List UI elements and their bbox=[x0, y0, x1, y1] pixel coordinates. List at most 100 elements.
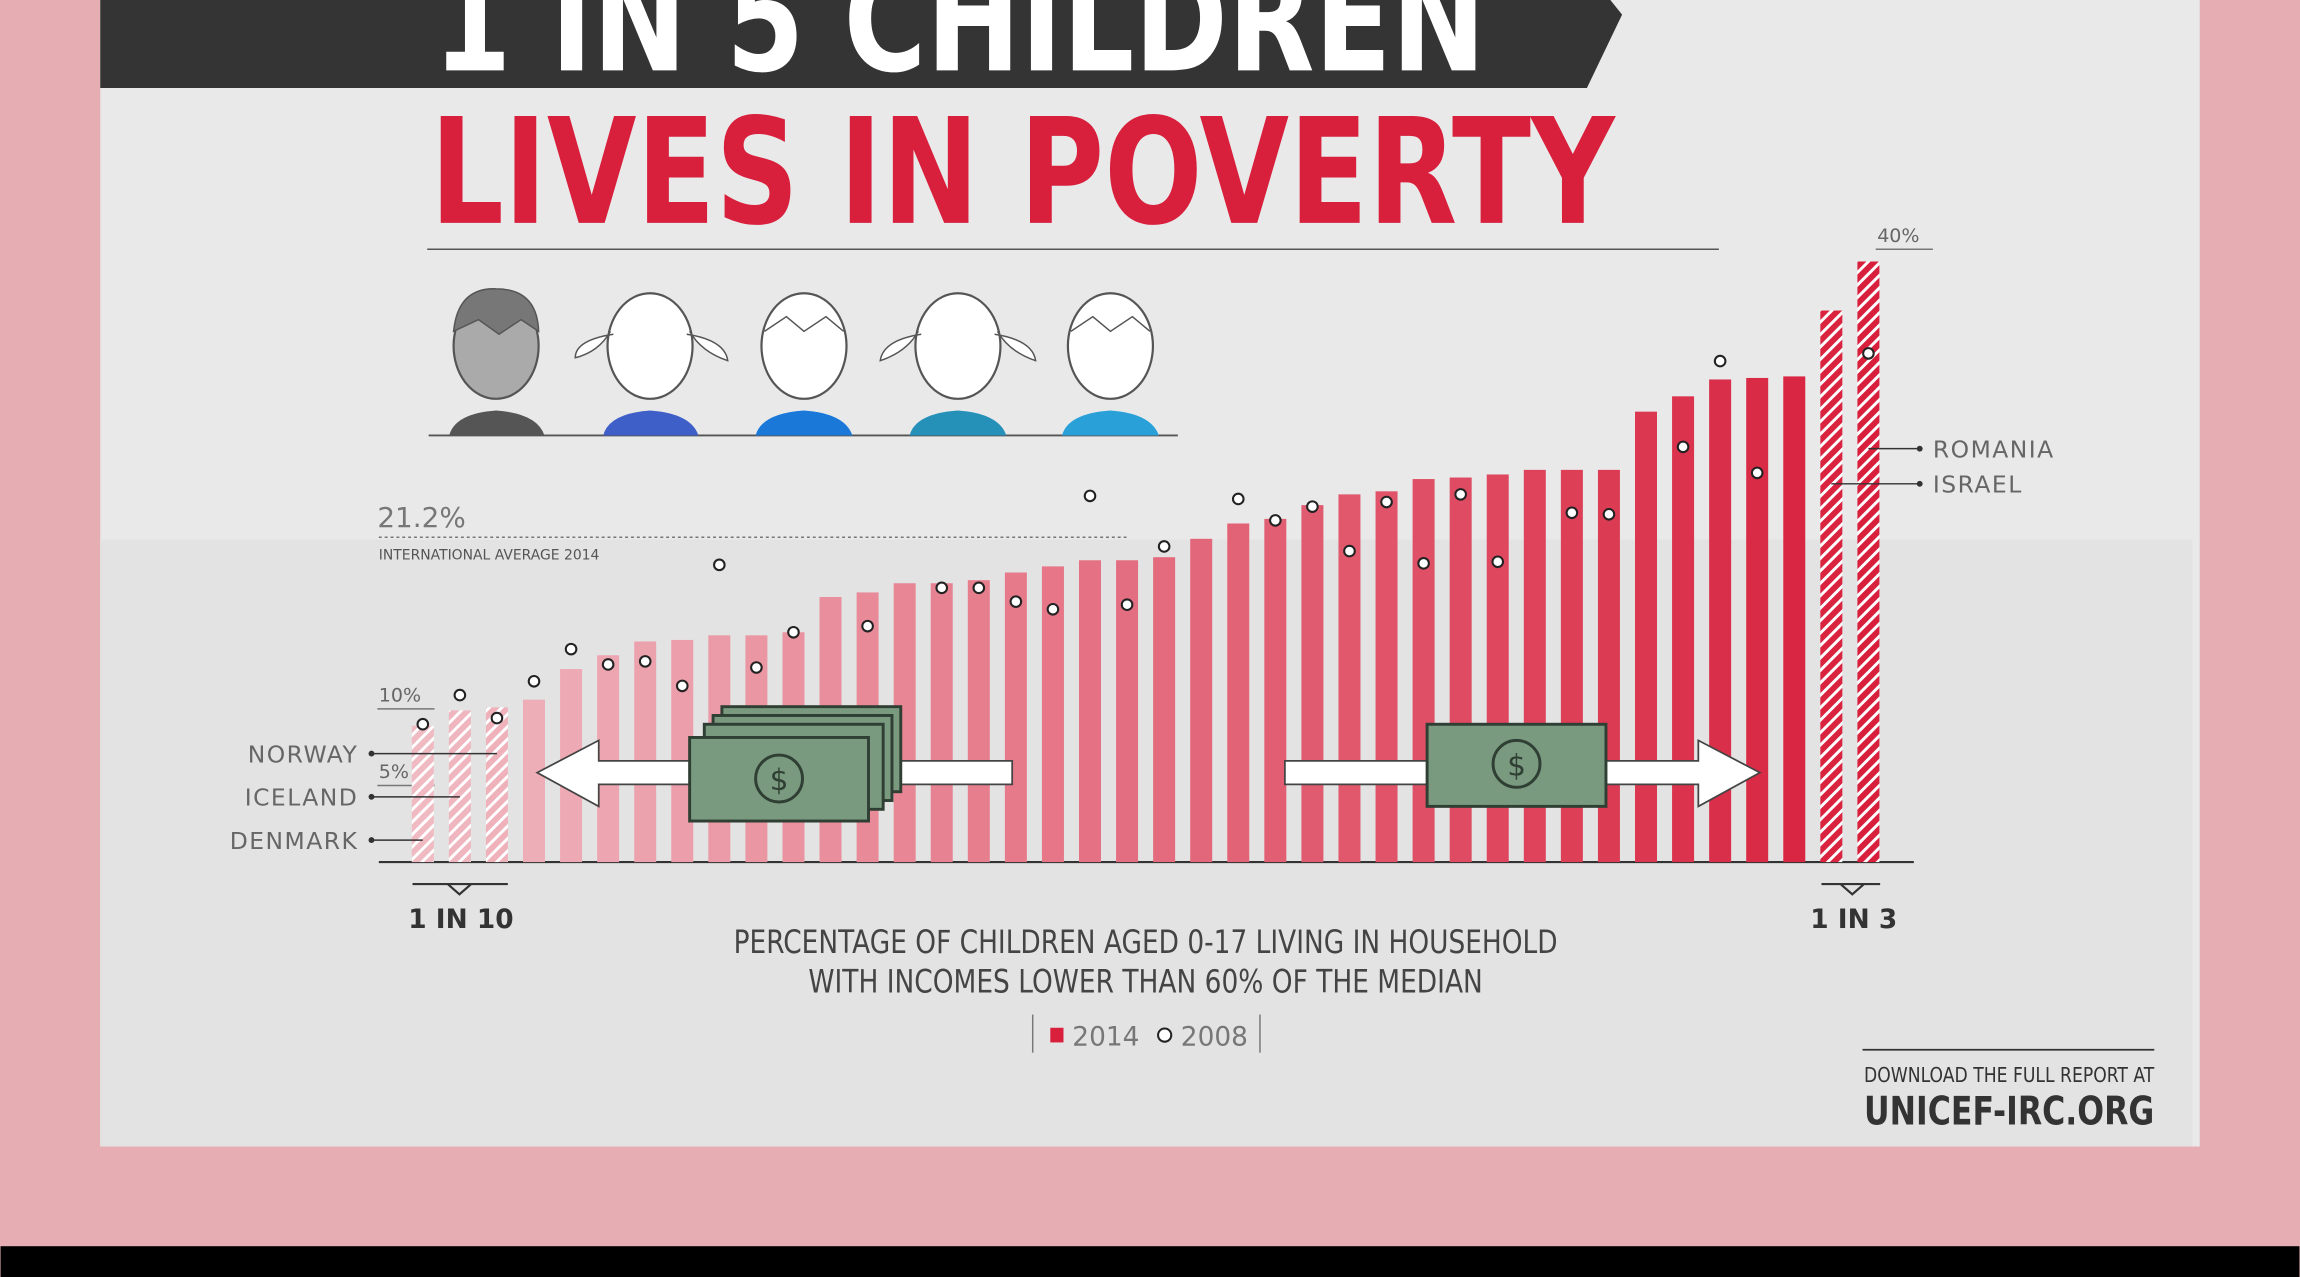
bar bbox=[671, 639, 694, 863]
bar bbox=[1190, 538, 1213, 863]
dot-2008 bbox=[1343, 544, 1356, 558]
bar bbox=[1264, 518, 1287, 863]
legend: 2014 2008 bbox=[1031, 1014, 1261, 1053]
child-icon bbox=[755, 292, 853, 436]
y-tick-label: 5% bbox=[379, 761, 409, 783]
bar bbox=[1116, 560, 1139, 863]
bar bbox=[1153, 557, 1176, 863]
bar bbox=[1375, 491, 1398, 863]
y-tick-label: 40% bbox=[1877, 225, 1919, 247]
dot-2008 bbox=[787, 625, 800, 639]
dot-2008 bbox=[638, 655, 652, 668]
leader-dot bbox=[368, 750, 375, 757]
bar bbox=[1820, 310, 1843, 863]
dot-2008 bbox=[1231, 492, 1245, 506]
footer-note: DOWNLOAD THE FULL REPORT AT bbox=[1864, 1063, 2155, 1087]
dot-2008 bbox=[935, 581, 949, 595]
bar bbox=[1783, 376, 1806, 863]
category-label: NORWAY bbox=[248, 740, 359, 768]
dot-2008 bbox=[1380, 495, 1393, 509]
banknote bbox=[1425, 722, 1608, 808]
dot-2008 bbox=[1306, 500, 1319, 513]
leader-dot bbox=[368, 837, 375, 844]
bracket-low bbox=[412, 882, 508, 896]
dot-2008 bbox=[675, 679, 689, 693]
dot-2008 bbox=[1046, 602, 1060, 616]
title-banner bbox=[100, 0, 1623, 88]
bar bbox=[1301, 505, 1324, 863]
bracket-high bbox=[1821, 882, 1881, 896]
plot: 5% 10% 40% 21.2% INTERNATIONAL AVERAGE 2014 D… bbox=[230, 225, 2055, 864]
bar bbox=[930, 583, 953, 863]
annotation-low: 1 IN 10 bbox=[408, 905, 513, 935]
bar bbox=[597, 655, 620, 863]
bar bbox=[1635, 411, 1657, 863]
average-caption: INTERNATIONAL AVERAGE 2014 bbox=[379, 547, 600, 563]
dot-2008 bbox=[1269, 514, 1282, 527]
legend-swatch bbox=[1050, 1027, 1064, 1043]
annotation-high: 1 IN 3 bbox=[1810, 905, 1897, 935]
dot-2008 bbox=[972, 581, 986, 595]
category-label: ROMANIA bbox=[1933, 435, 2055, 463]
bar bbox=[634, 641, 657, 863]
bottom-bar bbox=[0, 1246, 2300, 1277]
dot-2008 bbox=[564, 642, 578, 656]
dot-2008 bbox=[1083, 489, 1097, 503]
dot-2008 bbox=[601, 658, 615, 671]
dot-2008 bbox=[1009, 595, 1023, 608]
bar bbox=[967, 580, 990, 863]
dot-2008 bbox=[490, 711, 504, 725]
bar bbox=[1004, 572, 1027, 863]
bar bbox=[1227, 523, 1250, 863]
chart-title: 1 IN 5 CHILDREN bbox=[433, 0, 1486, 104]
legend-swatch bbox=[1157, 1027, 1173, 1043]
dot-2008 bbox=[1120, 598, 1134, 611]
leader-dot bbox=[368, 793, 375, 800]
dot-2008 bbox=[416, 717, 430, 731]
currency-symbol: $ bbox=[770, 763, 789, 797]
dot-2008 bbox=[1565, 506, 1579, 520]
category-label: ICELAND bbox=[245, 784, 359, 812]
bar bbox=[523, 699, 545, 863]
legend-label: 2014 bbox=[1072, 1022, 1139, 1052]
dot-2008 bbox=[453, 688, 467, 702]
bar bbox=[1672, 396, 1695, 863]
legend-label: 2008 bbox=[1181, 1022, 1248, 1052]
money-right: $ bbox=[1284, 722, 1762, 808]
dot-2008 bbox=[861, 619, 874, 633]
dot-2008 bbox=[750, 661, 763, 674]
currency-symbol: $ bbox=[1507, 749, 1526, 783]
money-left: $ bbox=[535, 705, 1014, 823]
dot-2008 bbox=[1750, 466, 1764, 480]
y-tick-label: 10% bbox=[379, 685, 421, 707]
leader-dot bbox=[1916, 445, 1923, 452]
banknote bbox=[688, 735, 870, 823]
dot-2008 bbox=[1862, 347, 1875, 360]
child-icon bbox=[1062, 292, 1159, 436]
children-icons bbox=[428, 288, 1178, 437]
dot-2008 bbox=[1491, 555, 1505, 569]
bar bbox=[448, 710, 471, 863]
dot-2008 bbox=[1602, 507, 1616, 521]
bar bbox=[485, 707, 508, 863]
dot-2008 bbox=[1676, 440, 1690, 454]
bar bbox=[1041, 566, 1064, 863]
bar bbox=[1079, 560, 1101, 863]
x-axis-label: PERCENTAGE OF CHILDREN AGED 0-17 LIVING … bbox=[734, 923, 1558, 961]
bar bbox=[411, 725, 434, 863]
bar bbox=[1857, 261, 1880, 863]
banknote-seal bbox=[1491, 738, 1542, 789]
dot-2008 bbox=[527, 674, 541, 688]
leader-dot bbox=[1916, 480, 1923, 487]
dot-2008 bbox=[1157, 540, 1171, 553]
bar bbox=[1709, 379, 1732, 863]
x-axis-label: WITH INCOMES LOWER THAN 60% OF THE MEDIA… bbox=[808, 963, 1482, 1001]
chart-subtitle: LIVES IN POVERTY bbox=[430, 87, 1616, 258]
footer-link[interactable]: UNICEF-IRC.ORG bbox=[1864, 1089, 2154, 1135]
bar bbox=[1746, 377, 1769, 863]
dot-2008 bbox=[1417, 557, 1430, 570]
dot-2008 bbox=[1454, 488, 1467, 501]
category-label: DENMARK bbox=[230, 827, 359, 855]
dot-2008 bbox=[713, 558, 726, 572]
